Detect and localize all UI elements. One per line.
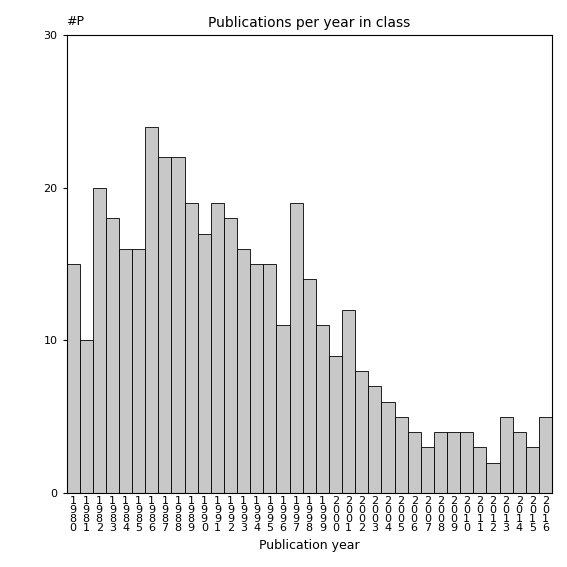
Bar (145, 127, 158, 493)
Bar (342, 310, 355, 493)
Bar (93, 188, 106, 493)
Bar (460, 432, 473, 493)
Bar (526, 447, 539, 493)
Title: Publications per year in class: Publications per year in class (208, 16, 411, 30)
Bar (395, 417, 408, 493)
Bar (434, 432, 447, 493)
Bar (237, 249, 250, 493)
Bar (355, 371, 369, 493)
Bar (277, 325, 290, 493)
Bar (198, 234, 211, 493)
Bar (421, 447, 434, 493)
Bar (224, 218, 237, 493)
Bar (539, 417, 552, 493)
Bar (369, 386, 382, 493)
Bar (250, 264, 263, 493)
Bar (171, 158, 185, 493)
Bar (500, 417, 513, 493)
Bar (382, 401, 395, 493)
Bar (106, 218, 119, 493)
X-axis label: Publication year: Publication year (259, 539, 359, 552)
Bar (211, 203, 224, 493)
Bar (513, 432, 526, 493)
Text: #P: #P (66, 15, 84, 28)
Bar (185, 203, 198, 493)
Bar (66, 264, 79, 493)
Bar (119, 249, 132, 493)
Bar (316, 325, 329, 493)
Bar (303, 280, 316, 493)
Bar (329, 356, 342, 493)
Bar (408, 432, 421, 493)
Bar (486, 463, 500, 493)
Bar (158, 158, 171, 493)
Bar (447, 432, 460, 493)
Bar (290, 203, 303, 493)
Bar (132, 249, 145, 493)
Bar (263, 264, 277, 493)
Bar (79, 340, 93, 493)
Bar (473, 447, 486, 493)
